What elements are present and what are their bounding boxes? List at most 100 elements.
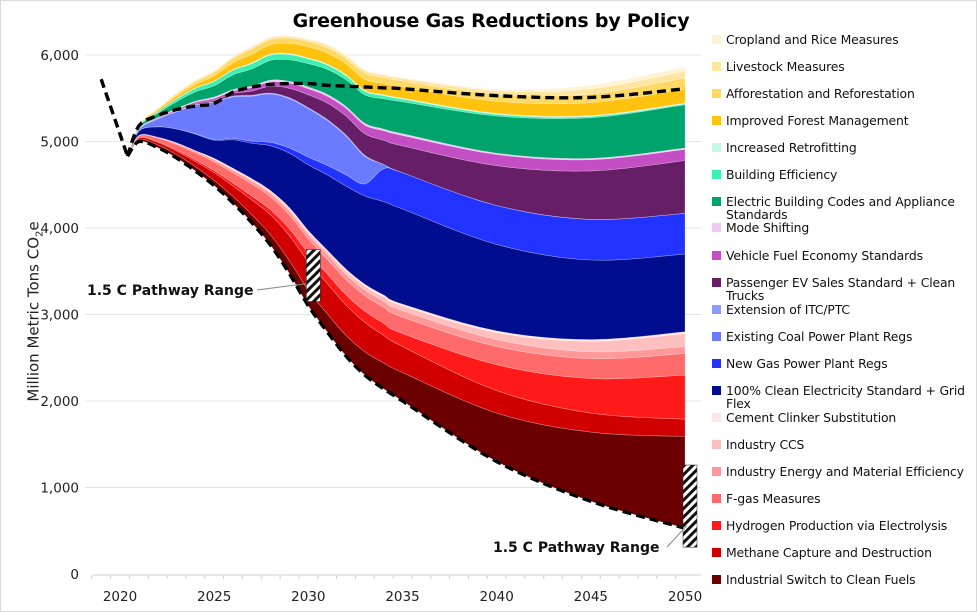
- annotation-leader-line: [666, 525, 688, 548]
- y-tick-label: 4,000: [40, 221, 79, 237]
- y-tick-label: 2,000: [40, 394, 79, 410]
- x-tick-label: 2050: [668, 589, 702, 605]
- area-series: [127, 126, 686, 261]
- y-tick-label: 1,000: [40, 481, 79, 497]
- area-series: [127, 126, 686, 340]
- legend-label: 100% Clean Electricity Standard + Grid F…: [726, 383, 965, 411]
- dashed-lines: [99, 78, 686, 530]
- y-tick-label: 3,000: [40, 308, 79, 324]
- legend-item: Industry Energy and Material Efficiency: [712, 465, 971, 478]
- x-tick-label: 2045: [574, 589, 608, 605]
- legend-item: 100% Clean Electricity Standard + Grid F…: [712, 384, 971, 410]
- area-series: [127, 133, 686, 360]
- legend-item: Hydrogen Production via Electrolysis: [712, 519, 971, 532]
- area-series: [127, 137, 686, 437]
- legend-label: Extension of ITC/PTC: [726, 302, 850, 317]
- pathway-range-box: [306, 249, 321, 302]
- baseline-dashed-line: [125, 81, 686, 157]
- legend-item: Cropland and Rice Measures: [712, 33, 971, 46]
- x-tick-label: 2025: [197, 589, 231, 605]
- legend-swatch: [712, 35, 721, 44]
- legend-label: Passenger EV Sales Standard + Clean Truc…: [726, 275, 956, 303]
- legend-item: F-gas Measures: [712, 492, 971, 505]
- legend-label: Cement Clinker Substitution: [726, 410, 897, 425]
- x-tick-label: 2020: [103, 589, 137, 605]
- legend-label: Industry CCS: [726, 437, 805, 452]
- legend-item: Improved Forest Management: [712, 114, 971, 127]
- legend-label: F-gas Measures: [726, 491, 821, 506]
- legend-item: Cement Clinker Substitution: [712, 411, 971, 424]
- legend-swatch: [712, 278, 721, 287]
- legend-swatch: [712, 197, 721, 206]
- area-series: [127, 52, 686, 157]
- legend-label: Building Efficiency: [726, 167, 838, 182]
- legend-label: Cropland and Rice Measures: [726, 32, 899, 47]
- legend-swatch: [712, 575, 721, 584]
- legend-item: Electric Building Codes and Appliance St…: [712, 195, 971, 221]
- legend-swatch: [712, 305, 721, 314]
- legend-item: Industrial Switch to Clean Fuels: [712, 573, 971, 586]
- legend-item: Mode Shifting: [712, 221, 971, 234]
- legend-label: Industry Energy and Material Efficiency: [726, 464, 964, 479]
- legend-label: Electric Building Codes and Appliance St…: [726, 194, 955, 222]
- legend-label: Industrial Switch to Clean Fuels: [726, 572, 916, 587]
- area-series: [127, 134, 686, 380]
- legend-item: Afforestation and Reforestation: [712, 87, 971, 100]
- x-tick-label: 2035: [385, 589, 419, 605]
- area-series: [127, 34, 686, 157]
- legend-label: New Gas Power Plant Regs: [726, 356, 888, 371]
- legend-swatch: [712, 143, 721, 152]
- legend-swatch: [712, 413, 721, 422]
- legend-label: Increased Retrofitting: [726, 140, 857, 155]
- reference-dashed-line: [99, 78, 130, 157]
- legend-item: Methane Capture and Destruction: [712, 546, 971, 559]
- legend-item: Extension of ITC/PTC: [712, 303, 971, 316]
- legend-label: Mode Shifting: [726, 220, 810, 235]
- legend-swatch: [712, 386, 721, 395]
- legend-swatch: [712, 548, 721, 557]
- y-tick-label: 6,000: [40, 48, 79, 64]
- legend-label: Afforestation and Reforestation: [726, 86, 915, 101]
- legend-item: Livestock Measures: [712, 60, 971, 73]
- legend-label: Methane Capture and Destruction: [726, 545, 932, 560]
- x-tick-label: 2040: [479, 589, 513, 605]
- legend-swatch: [712, 251, 721, 260]
- legend-swatch: [712, 467, 721, 476]
- area-series: [127, 136, 686, 420]
- legend-item: New Gas Power Plant Regs: [712, 357, 971, 370]
- legend-item: Vehicle Fuel Economy Standards: [712, 249, 971, 262]
- legend-item: Passenger EV Sales Standard + Clean Truc…: [712, 276, 971, 302]
- legend-swatch: [712, 440, 721, 449]
- legend-swatch: [712, 89, 721, 98]
- legend-swatch: [712, 521, 721, 530]
- legend-item: Industry CCS: [712, 438, 971, 451]
- annotation-leader-line: [256, 283, 307, 291]
- pathway-range-label: 1.5 C Pathway Range: [493, 540, 659, 556]
- legend-swatch: [712, 359, 721, 368]
- legend-swatch: [712, 170, 721, 179]
- legend-label: Existing Coal Power Plant Regs: [726, 329, 913, 344]
- legend-swatch: [712, 332, 721, 341]
- legend-item: Building Efficiency: [712, 168, 971, 181]
- pathway-range-box: [682, 464, 698, 548]
- legend-label: Improved Forest Management: [726, 113, 909, 128]
- legend-label: Livestock Measures: [726, 59, 845, 74]
- axes: 0 1,000 2,000 3,000 4,000 5,000 6,000 2020 2025 2…: [40, 48, 702, 605]
- area-series: [127, 133, 686, 353]
- final-emissions-dashed-line: [126, 139, 686, 530]
- annotations: 1.5 C Pathway Range 1.5 C Pathway Range: [87, 249, 698, 556]
- chart-title: Greenhouse Gas Reductions by Policy: [292, 10, 690, 32]
- legend-label: Hydrogen Production via Electrolysis: [726, 518, 948, 533]
- pathway-range-label: 1.5 C Pathway Range: [87, 283, 253, 299]
- legend-swatch: [712, 116, 721, 125]
- y-tick-label: 0: [70, 567, 79, 583]
- stacked-areas: [127, 34, 686, 529]
- y-tick-label: 5,000: [40, 135, 79, 151]
- legend-item: Existing Coal Power Plant Regs: [712, 330, 971, 343]
- legend-swatch: [712, 62, 721, 71]
- legend-swatch: [712, 494, 721, 503]
- legend-swatch: [712, 223, 721, 232]
- legend-label: Vehicle Fuel Economy Standards: [726, 248, 923, 263]
